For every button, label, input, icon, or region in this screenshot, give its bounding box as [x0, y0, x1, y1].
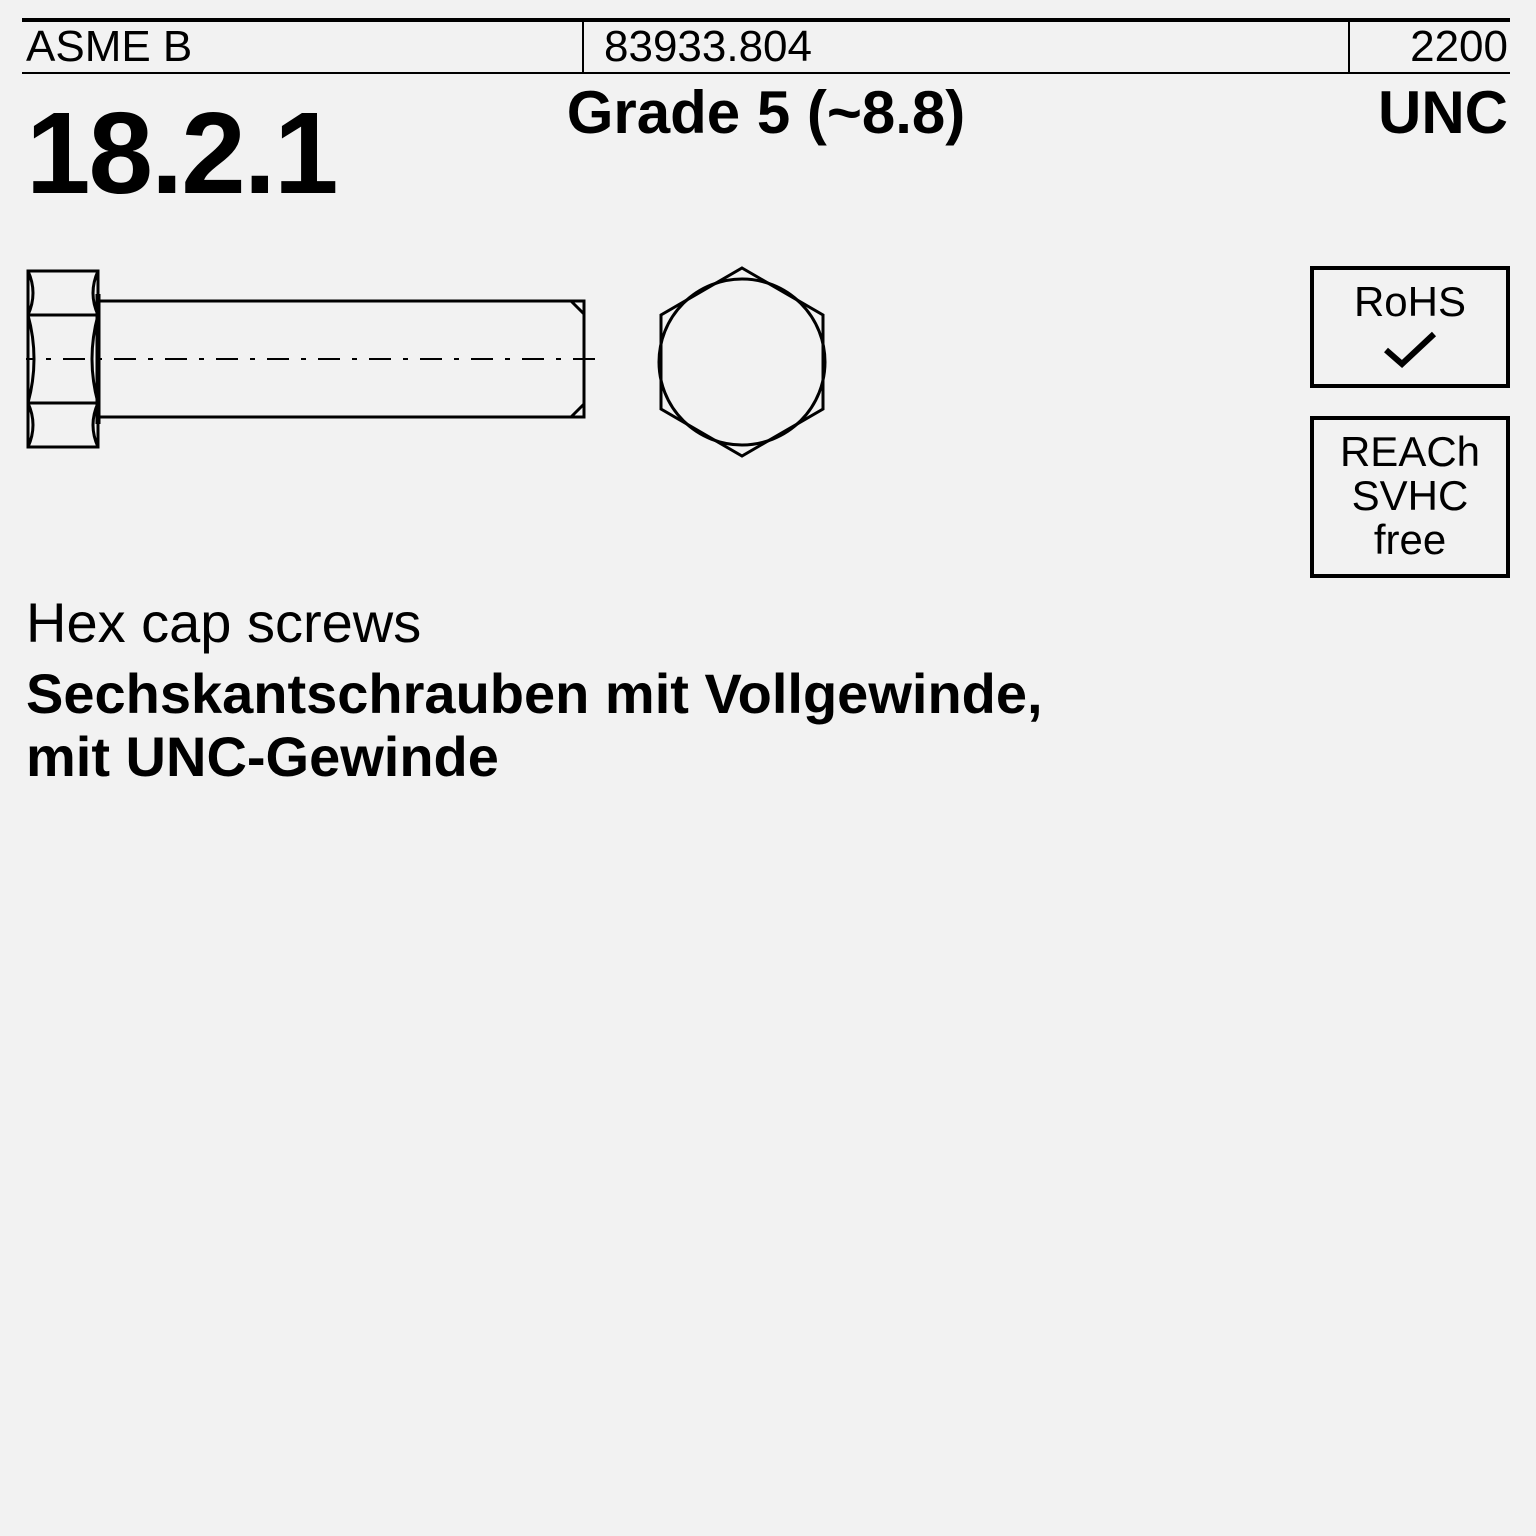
- header-strip: ASME B 83933.804 2200: [22, 18, 1510, 74]
- reach-label-1: REACh: [1328, 430, 1492, 474]
- description-de-line1: Sechskantschrauben mit Vollgewinde,: [26, 662, 1043, 725]
- reach-badge: REACh SVHC free: [1310, 416, 1510, 578]
- header-article: 83933.804: [592, 22, 812, 72]
- header-code: 2200: [1410, 22, 1510, 72]
- bolt-side-view-icon: [26, 254, 606, 464]
- reach-label-3: free: [1328, 518, 1492, 562]
- compliance-badges: RoHS REACh SVHC free: [1310, 266, 1510, 606]
- header-standard: ASME B: [22, 22, 192, 72]
- description-block: Hex cap screws Sechskantschrauben mit Vo…: [26, 590, 1236, 788]
- reach-label-2: SVHC: [1328, 474, 1492, 518]
- header-divider-1: [582, 22, 584, 72]
- grade-text: Grade 5 (~8.8): [22, 78, 1510, 147]
- thread-type: UNC: [1378, 78, 1508, 147]
- rohs-label: RoHS: [1328, 280, 1492, 324]
- title-row: 18.2.1 Grade 5 (~8.8) UNC: [22, 74, 1510, 214]
- check-icon: [1328, 328, 1492, 372]
- rohs-badge: RoHS: [1310, 266, 1510, 388]
- description-de: Sechskantschrauben mit Vollgewinde, mit …: [26, 663, 1236, 788]
- description-de-line2: mit UNC-Gewinde: [26, 725, 499, 788]
- drawing-area: [22, 254, 1510, 534]
- bolt-top-view-icon: [642, 262, 842, 462]
- header-divider-2: [1348, 22, 1350, 72]
- description-en: Hex cap screws: [26, 590, 1236, 655]
